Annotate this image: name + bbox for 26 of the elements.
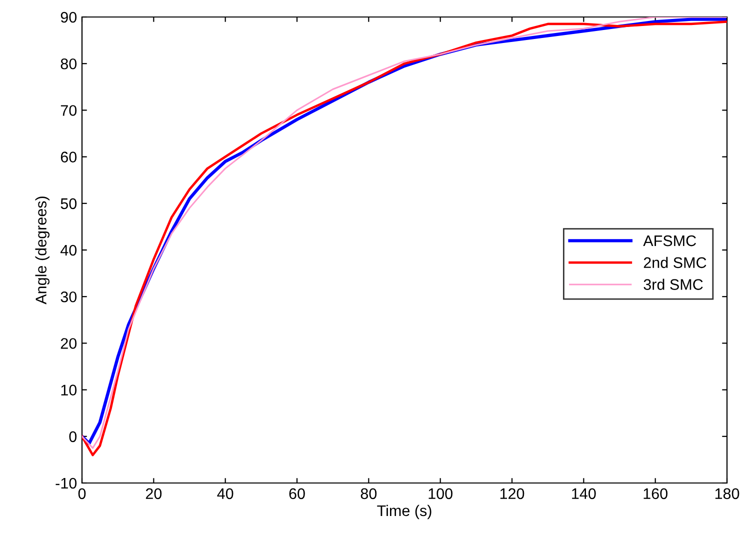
legend-label: 3rd SMC <box>644 278 703 290</box>
y-tick-label: 80 <box>60 58 77 70</box>
y-tick-label: 40 <box>60 244 77 256</box>
legend-label: AFSMC <box>643 235 696 246</box>
x-tick-label: 120 <box>500 488 524 500</box>
y-tick-label: 90 <box>60 12 77 23</box>
y-tick-label: 70 <box>60 105 77 116</box>
x-tick-label: 160 <box>644 488 668 500</box>
y-tick-label: 60 <box>60 152 77 162</box>
y-tick-label: 0 <box>69 431 77 442</box>
y-axis-title: Angle (degrees) <box>35 196 50 304</box>
x-tick-label: 60 <box>289 488 305 500</box>
x-tick-label: 40 <box>217 488 234 500</box>
x-tick-label: 0 <box>78 488 86 500</box>
legend-label: 2nd SMC <box>644 256 706 268</box>
x-axis-title: Time (s) <box>377 504 432 520</box>
y-tick-label: -10 <box>56 478 77 489</box>
y-tick-label: 20 <box>60 338 77 349</box>
y-tick-label: 50 <box>60 198 77 210</box>
x-tick-label: 100 <box>428 488 452 500</box>
x-tick-label: 20 <box>146 488 162 500</box>
y-tick-label: 10 <box>61 384 77 396</box>
x-tick-label: 140 <box>572 488 596 500</box>
x-tick-label: 180 <box>715 488 740 500</box>
x-tick-label: 80 <box>360 488 377 500</box>
y-tick-label: 30 <box>60 291 77 302</box>
